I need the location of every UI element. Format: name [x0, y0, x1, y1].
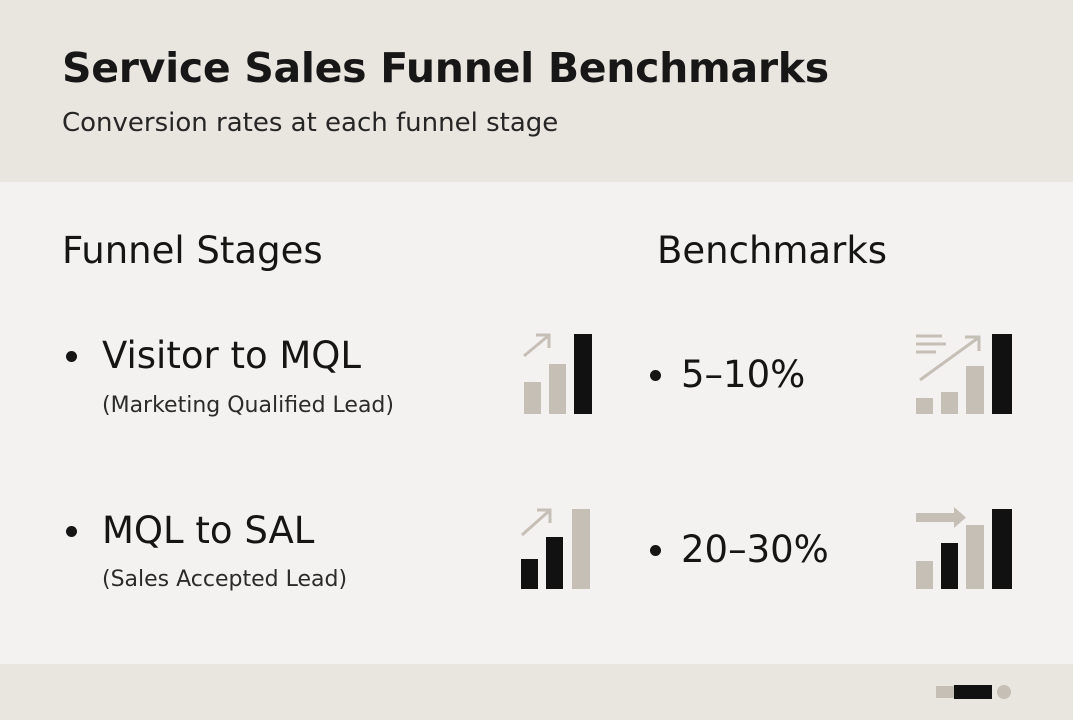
benchmarks-heading: Benchmarks	[657, 229, 888, 272]
stage-detail: (Marketing Qualified Lead)	[102, 393, 394, 418]
bar-chart-arrow-right-icon	[916, 507, 1012, 589]
bar-chart-arrow-up-icon	[523, 333, 592, 414]
bar-chart-growth-arrow-icon	[916, 334, 1012, 414]
bullet	[650, 370, 661, 381]
bullet	[66, 351, 77, 362]
stage-label: MQL to SAL	[102, 509, 315, 552]
stage-detail: (Sales Accepted Lead)	[102, 567, 348, 592]
bullet	[650, 545, 661, 556]
page-subtitle: Conversion rates at each funnel stage	[62, 108, 559, 138]
bar-chart-arrow-up-icon	[521, 508, 590, 589]
benchmark-value: 20–30%	[681, 528, 829, 571]
bullet	[66, 526, 77, 537]
slide-pager[interactable]	[936, 684, 1012, 700]
page-title: Service Sales Funnel Benchmarks	[62, 44, 829, 92]
stage-label: Visitor to MQL	[102, 334, 362, 377]
stages-heading: Funnel Stages	[62, 229, 323, 272]
benchmark-value: 5–10%	[681, 353, 806, 396]
footer-band	[0, 664, 1073, 720]
header-band	[0, 0, 1073, 182]
